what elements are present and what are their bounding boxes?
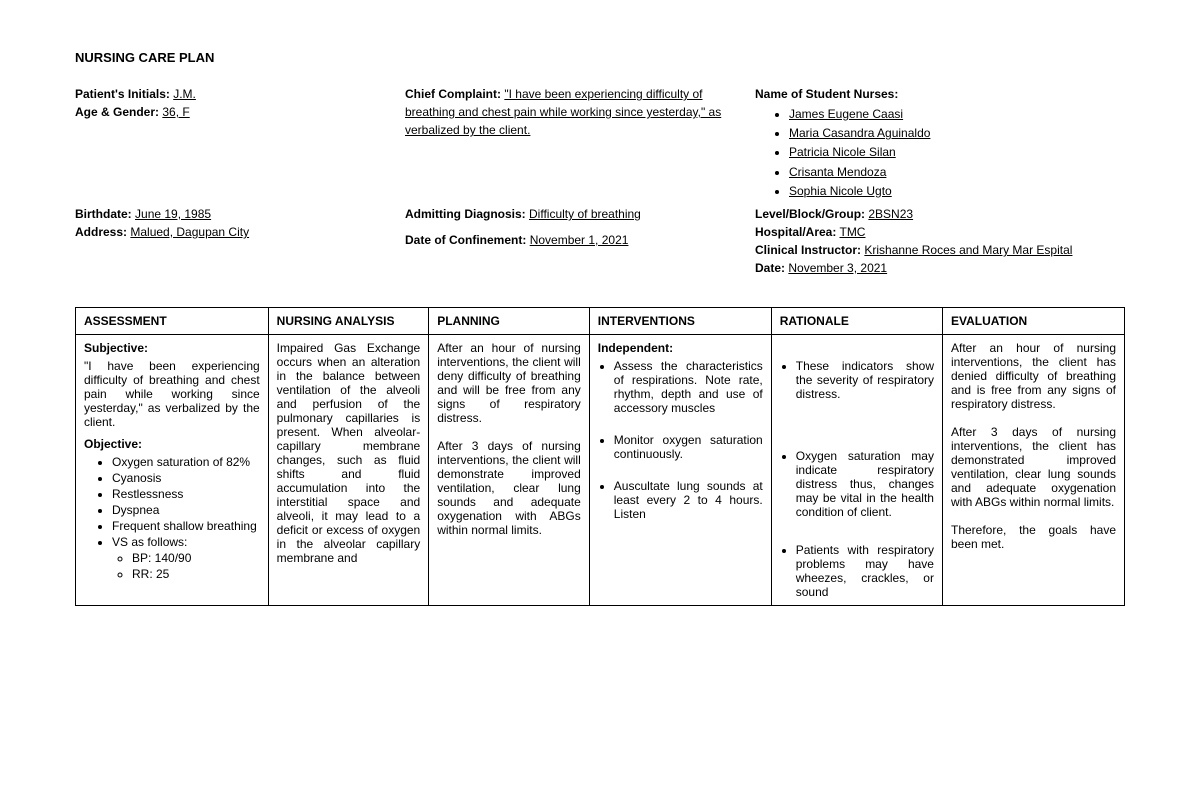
objective-item: Restlessness — [112, 487, 260, 501]
nurse-item: Sophia Nicole Ugto — [789, 182, 1075, 201]
subjective-label: Subjective: — [84, 341, 260, 355]
col-mid-bottom: Admitting Diagnosis: Difficulty of breat… — [405, 205, 735, 277]
objective-item: Frequent shallow breathing — [112, 519, 260, 533]
vs-item: BP: 140/90 — [132, 551, 260, 565]
patient-initials-label: Patient's Initials: — [75, 87, 170, 101]
th-evaluation: EVALUATION — [942, 307, 1124, 334]
clinical-instructor-value: Krishanne Roces and Mary Mar Espital — [864, 243, 1072, 257]
rationale-list: These indicators show the severity of re… — [780, 359, 934, 599]
chief-complaint-label: Chief Complaint: — [405, 87, 501, 101]
subjective-text: "I have been experiencing difficulty of … — [84, 359, 260, 429]
th-interventions: INTERVENTIONS — [589, 307, 771, 334]
address-label: Address: — [75, 225, 127, 239]
evaluation-p2: After 3 days of nursing interventions, t… — [951, 425, 1116, 509]
col-right-bottom: Level/Block/Group: 2BSN23 Hospital/Area:… — [755, 205, 1075, 277]
planning-p2: After 3 days of nursing interventions, t… — [437, 439, 581, 537]
admitting-diagnosis-value: Difficulty of breathing — [529, 207, 641, 221]
independent-label: Independent: — [598, 341, 763, 355]
birthdate-value: June 19, 1985 — [135, 207, 211, 221]
objective-item: Cyanosis — [112, 471, 260, 485]
vs-item: RR: 25 — [132, 567, 260, 581]
col-right-top: Name of Student Nurses: James Eugene Caa… — [755, 85, 1075, 201]
evaluation-p3: Therefore, the goals have been met. — [951, 523, 1116, 551]
address-value: Malued, Dagupan City — [130, 225, 249, 239]
rationale-item: These indicators show the severity of re… — [796, 359, 934, 401]
age-gender-label: Age & Gender: — [75, 105, 159, 119]
intervention-item: Monitor oxygen saturation continuously. — [614, 433, 763, 461]
nurse-item: Maria Casandra Aguinaldo — [789, 124, 1075, 143]
vs-label: VS as follows: — [112, 535, 187, 549]
hospital-area-label: Hospital/Area: — [755, 225, 836, 239]
date-label: Date: — [755, 261, 785, 275]
nurse-item: Patricia Nicole Silan — [789, 143, 1075, 162]
intervention-item: Auscultate lung sounds at least every 2 … — [614, 479, 763, 521]
objective-list: Oxygen saturation of 82% Cyanosis Restle… — [84, 455, 260, 581]
date-confinement-value: November 1, 2021 — [530, 233, 629, 247]
th-analysis: NURSING ANALYSIS — [268, 307, 429, 334]
th-planning: PLANNING — [429, 307, 590, 334]
nurse-item: Crisanta Mendoza — [789, 163, 1075, 182]
planning-p1: After an hour of nursing interventions, … — [437, 341, 581, 425]
col-left-bottom: Birthdate: June 19, 1985 Address: Malued… — [75, 205, 385, 277]
evaluation-p1: After an hour of nursing interventions, … — [951, 341, 1116, 411]
level-block-group-value: 2BSN23 — [868, 207, 913, 221]
care-plan-table: ASSESSMENT NURSING ANALYSIS PLANNING INT… — [75, 307, 1125, 606]
rationale-item: Oxygen saturation may indicate respirato… — [796, 449, 934, 519]
document-title: NURSING CARE PLAN — [75, 50, 1125, 65]
header-block: Patient's Initials: J.M. Age & Gender: 3… — [75, 85, 1125, 277]
objective-item: Dyspnea — [112, 503, 260, 517]
interventions-list: Assess the characteristics of respiratio… — [598, 359, 763, 521]
cell-evaluation: After an hour of nursing interventions, … — [942, 334, 1124, 605]
clinical-instructor-label: Clinical Instructor: — [755, 243, 861, 257]
cell-planning: After an hour of nursing interventions, … — [429, 334, 590, 605]
date-value: November 3, 2021 — [788, 261, 887, 275]
intervention-item: Assess the characteristics of respiratio… — [614, 359, 763, 415]
vs-list: BP: 140/90 RR: 25 — [112, 551, 260, 581]
objective-label: Objective: — [84, 437, 260, 451]
rationale-item: Patients with respiratory problems may h… — [796, 543, 934, 599]
hospital-area-value: TMC — [839, 225, 865, 239]
admitting-diagnosis-label: Admitting Diagnosis: — [405, 207, 526, 221]
birthdate-label: Birthdate: — [75, 207, 132, 221]
date-confinement-label: Date of Confinement: — [405, 233, 526, 247]
cell-analysis: Impaired Gas Exchange occurs when an alt… — [268, 334, 429, 605]
th-rationale: RATIONALE — [771, 307, 942, 334]
cell-rationale: These indicators show the severity of re… — [771, 334, 942, 605]
nurse-item: James Eugene Caasi — [789, 105, 1075, 124]
table-body-row: Subjective: "I have been experiencing di… — [76, 334, 1125, 605]
col-mid-top: Chief Complaint: "I have been experienci… — [405, 85, 735, 201]
age-gender-value: 36, F — [162, 105, 189, 119]
objective-item: VS as follows: BP: 140/90 RR: 25 — [112, 535, 260, 581]
objective-item: Oxygen saturation of 82% — [112, 455, 260, 469]
cell-interventions: Independent: Assess the characteristics … — [589, 334, 771, 605]
table-header-row: ASSESSMENT NURSING ANALYSIS PLANNING INT… — [76, 307, 1125, 334]
level-block-group-label: Level/Block/Group: — [755, 207, 865, 221]
student-nurses-label: Name of Student Nurses: — [755, 87, 898, 101]
th-assessment: ASSESSMENT — [76, 307, 269, 334]
patient-initials-value: J.M. — [173, 87, 196, 101]
cell-assessment: Subjective: "I have been experiencing di… — [76, 334, 269, 605]
col-left-top: Patient's Initials: J.M. Age & Gender: 3… — [75, 85, 385, 201]
student-nurses-list: James Eugene Caasi Maria Casandra Aguina… — [755, 105, 1075, 201]
